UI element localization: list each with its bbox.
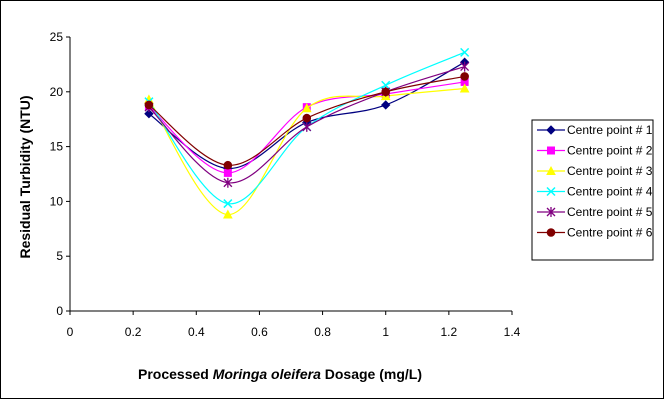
x-axis-title-species: Moringa oleifera bbox=[213, 366, 321, 382]
x-axis-title-part-1: Processed bbox=[138, 366, 213, 382]
x-tick-label: 0 bbox=[67, 325, 74, 339]
data-point-star bbox=[460, 61, 470, 72]
y-tick-label: 15 bbox=[50, 140, 64, 154]
data-point-star bbox=[302, 121, 312, 132]
series-6 bbox=[144, 72, 469, 170]
y-axis-title: Residual Turbidity (NTU) bbox=[17, 95, 33, 258]
data-point-x bbox=[381, 80, 391, 90]
data-point-triangle bbox=[546, 165, 556, 175]
x-tick-label: 0.8 bbox=[314, 325, 331, 339]
series-layer bbox=[144, 47, 470, 219]
data-point-circle bbox=[546, 228, 556, 237]
legend: Centre point # 1 Centre point # 2 Centre p… bbox=[531, 119, 654, 261]
x-axis-title: Processed Moringa oleifera Dosage (mg/L) bbox=[138, 366, 422, 382]
data-point-star bbox=[546, 207, 556, 217]
x-tick-label: 1.2 bbox=[441, 325, 458, 339]
plot-area: 0 5 10 15 20 25 0 0.2 0.4 0.6 0.8 1 1.2 1.4 bbox=[50, 30, 521, 339]
y-tick-label: 10 bbox=[50, 194, 64, 208]
data-point-circle bbox=[144, 100, 154, 110]
data-point-square bbox=[223, 168, 232, 177]
x-tick-label: 0.2 bbox=[125, 325, 142, 339]
data-point-circle bbox=[223, 160, 233, 170]
series-line bbox=[148, 87, 465, 216]
data-point-circle bbox=[302, 113, 312, 123]
data-point-star bbox=[223, 177, 233, 188]
y-tick-label: 25 bbox=[50, 30, 64, 44]
data-point-square bbox=[547, 146, 555, 155]
y-tick-label: 5 bbox=[56, 249, 63, 263]
legend-label: Centre point # 6 bbox=[567, 226, 653, 240]
legend-item-1: Centre point # 1 bbox=[537, 123, 653, 137]
legend-items: Centre point # 1 Centre point # 2 Centre p… bbox=[537, 123, 653, 240]
data-point-triangle bbox=[223, 209, 233, 219]
legend-label: Centre point # 4 bbox=[567, 185, 653, 199]
x-axis-ticks: 0 0.2 0.4 0.6 0.8 1 1.2 1.4 bbox=[67, 311, 521, 339]
data-point-circle bbox=[460, 72, 469, 81]
y-tick-label: 20 bbox=[50, 85, 64, 99]
data-point-circle bbox=[381, 87, 391, 97]
data-point-x bbox=[460, 47, 470, 57]
legend-item-3: Centre point # 3 bbox=[537, 164, 653, 178]
legend-item-2: Centre point # 2 bbox=[537, 144, 653, 158]
series-line bbox=[148, 51, 465, 205]
legend-label: Centre point # 1 bbox=[567, 123, 653, 137]
legend-label: Centre point # 2 bbox=[567, 144, 653, 158]
y-axis-ticks: 0 5 10 15 20 25 bbox=[50, 30, 70, 318]
y-tick-label: 0 bbox=[56, 304, 63, 318]
data-point-diamond bbox=[546, 125, 556, 135]
data-point-x bbox=[546, 186, 556, 197]
data-point-x bbox=[223, 199, 233, 209]
x-tick-label: 1.4 bbox=[504, 325, 521, 339]
data-point-triangle bbox=[459, 83, 470, 93]
legend-item-4: Centre point # 4 bbox=[537, 185, 653, 199]
x-tick-label: 0.6 bbox=[251, 325, 268, 339]
legend-item-5: Centre point # 5 bbox=[537, 205, 653, 219]
data-point-diamond bbox=[144, 109, 154, 119]
x-tick-label: 1 bbox=[382, 325, 389, 339]
data-point-diamond bbox=[381, 100, 391, 110]
legend-label: Centre point # 3 bbox=[567, 164, 653, 178]
series-5 bbox=[144, 61, 470, 188]
data-point-triangle bbox=[301, 103, 312, 113]
legend-item-6: Centre point # 6 bbox=[537, 226, 653, 240]
x-axis-title-part-3: Dosage (mg/L) bbox=[321, 366, 422, 382]
legend-label: Centre point # 5 bbox=[567, 205, 653, 219]
x-tick-label: 0.4 bbox=[188, 325, 205, 339]
